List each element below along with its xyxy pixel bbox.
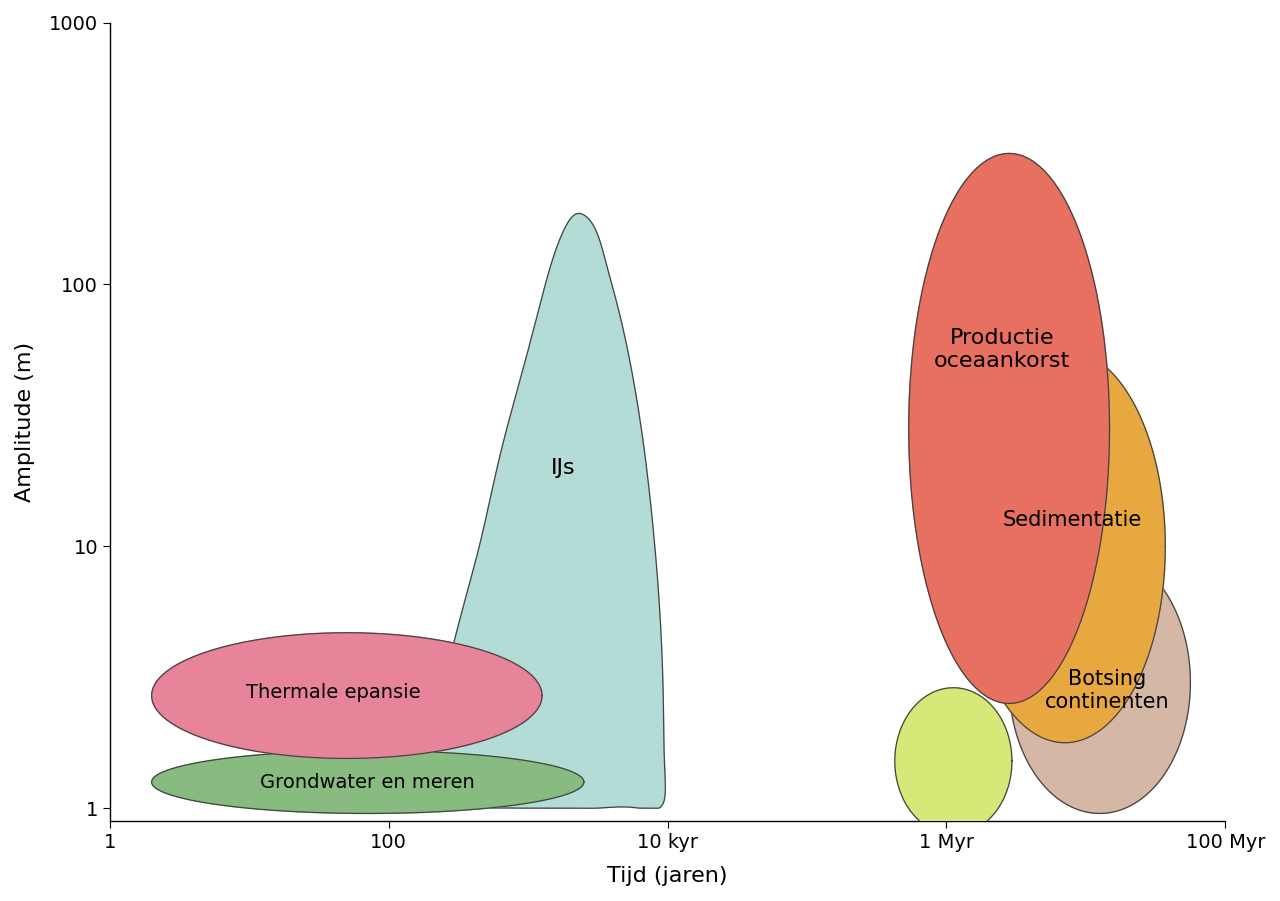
Polygon shape — [895, 687, 1012, 834]
Text: Productie
oceaankorst: Productie oceaankorst — [934, 328, 1070, 371]
Polygon shape — [965, 350, 1165, 742]
Polygon shape — [151, 751, 584, 814]
Text: Thermale epansie: Thermale epansie — [246, 684, 420, 703]
Polygon shape — [422, 214, 666, 808]
X-axis label: Tijd (jaren): Tijd (jaren) — [607, 866, 728, 886]
Text: Sedimentatie: Sedimentatie — [1002, 510, 1142, 530]
Polygon shape — [151, 633, 541, 759]
Text: Grondwater en meren: Grondwater en meren — [260, 772, 475, 791]
Text: IJs: IJs — [550, 458, 575, 478]
Y-axis label: Amplitude (m): Amplitude (m) — [15, 341, 35, 502]
Polygon shape — [909, 153, 1110, 704]
Text: Botsing
continenten: Botsing continenten — [1044, 669, 1169, 712]
Polygon shape — [1009, 551, 1190, 814]
